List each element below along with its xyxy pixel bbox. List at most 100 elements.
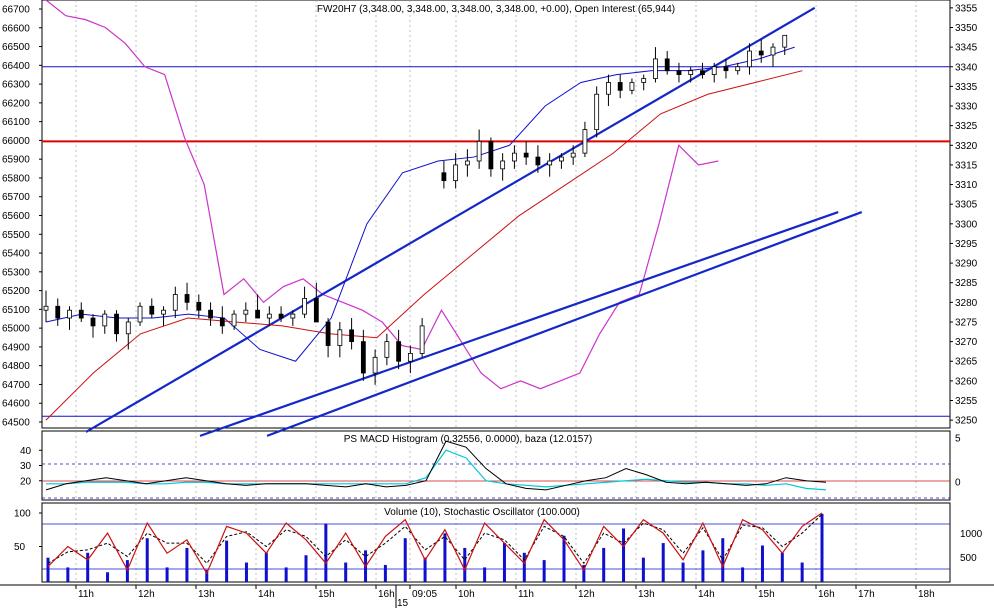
macd-left-tick-label: 30 xyxy=(20,461,32,472)
left-tick-label: 65900 xyxy=(2,155,30,166)
candle-body xyxy=(55,305,61,319)
candle-body xyxy=(313,298,319,323)
candle-body xyxy=(664,58,670,72)
candle-body xyxy=(102,313,108,327)
candle-body xyxy=(278,313,284,319)
left-tick-label: 64500 xyxy=(2,418,30,429)
right-tick-label: 3310 xyxy=(955,180,978,191)
volume-bar xyxy=(820,513,824,582)
x-tick-label: 14h xyxy=(698,589,715,600)
macd-title: PS MACD Histogram (0.32556, 0.0000), baz… xyxy=(344,434,592,445)
left-tick-label: 65500 xyxy=(2,230,30,241)
candle-body xyxy=(407,352,413,362)
candle-body xyxy=(629,82,635,91)
volume-bar xyxy=(483,567,487,582)
volume-bar xyxy=(106,572,110,582)
x-tick-label: 16h xyxy=(818,589,835,600)
right-tick-label: 3250 xyxy=(955,416,978,427)
volume-bar xyxy=(741,567,745,582)
candle-body xyxy=(43,305,49,311)
candle-body xyxy=(90,317,96,327)
trendline-2 xyxy=(199,210,839,437)
candle-body xyxy=(500,160,506,170)
x-tick-label: 10h xyxy=(458,589,475,600)
candle-body xyxy=(594,93,600,130)
volume-bar xyxy=(284,567,288,582)
volume-bar xyxy=(205,569,209,582)
right-tick-label: 3320 xyxy=(955,141,978,152)
candle-body xyxy=(384,341,390,358)
volume-bar xyxy=(780,552,784,582)
left-tick-label: 65200 xyxy=(2,286,30,297)
ma-slow-line xyxy=(45,70,803,421)
candle-body xyxy=(476,140,482,162)
volume-bar xyxy=(800,562,804,582)
left-tick-label: 65400 xyxy=(2,249,30,260)
candle-body xyxy=(747,50,752,68)
trendline-1 xyxy=(85,6,816,433)
candle-body xyxy=(559,156,564,162)
volume-bar xyxy=(602,547,606,582)
x-tick-label: 17h xyxy=(858,589,875,600)
candle-body xyxy=(184,294,190,303)
macd-signal-line xyxy=(46,449,827,491)
volume-bar xyxy=(641,557,645,582)
x-tick-label: 15h xyxy=(758,589,775,600)
volume-bar xyxy=(244,562,248,582)
candle-body xyxy=(243,309,249,315)
candle-body xyxy=(255,309,260,319)
volume-right-tick-label: 500 xyxy=(960,553,977,564)
candle-body xyxy=(700,70,705,76)
volume-bar xyxy=(46,557,50,582)
volume-bar xyxy=(701,550,705,582)
x-tick-label: 11h xyxy=(78,589,94,600)
candle-body xyxy=(396,341,402,362)
x-tick-label: 14h xyxy=(258,589,275,600)
left-tick-label: 65300 xyxy=(2,267,30,278)
candle-body xyxy=(325,321,331,346)
volume-bar xyxy=(344,562,348,582)
right-tick-label: 3290 xyxy=(955,259,978,270)
candle-body xyxy=(67,309,72,319)
stoch-left-tick-label: 100 xyxy=(14,509,31,520)
candle-body xyxy=(231,313,237,327)
volume-bar xyxy=(423,557,427,582)
candle-body xyxy=(770,46,776,56)
candle-body xyxy=(547,160,553,166)
macd-right-tick-label: 5 xyxy=(955,434,961,445)
panel-frame-2 xyxy=(41,430,951,501)
right-tick-label: 3315 xyxy=(955,160,978,171)
candle-body xyxy=(488,140,494,170)
candle-body xyxy=(676,70,682,76)
candle-body xyxy=(349,329,355,343)
candle-body xyxy=(137,305,143,323)
left-tick-label: 66400 xyxy=(2,61,30,72)
right-tick-label: 3260 xyxy=(955,376,978,387)
volume-right-tick-label: 1000 xyxy=(960,529,983,540)
right-tick-label: 3270 xyxy=(955,337,978,348)
panel-frame-1 xyxy=(41,0,951,429)
volume-bar xyxy=(145,538,149,582)
x-tick-label: 09:05 xyxy=(412,589,437,600)
right-tick-label: 3265 xyxy=(955,357,978,368)
candle-body xyxy=(617,82,623,91)
volume-bar xyxy=(502,543,506,582)
volume-bar xyxy=(562,535,566,582)
right-tick-label: 3330 xyxy=(955,102,978,113)
macd-left-tick-label: 20 xyxy=(20,476,32,487)
volume-bar xyxy=(681,562,685,582)
volume-bar xyxy=(165,567,169,582)
right-tick-label: 3295 xyxy=(955,239,978,250)
candle-body xyxy=(161,309,166,315)
candle-body xyxy=(149,305,155,315)
volume-bar xyxy=(324,523,328,582)
price-chart-title: FW20H7 (3,348.00, 3,348.00, 3,348.00, 3,… xyxy=(317,4,675,15)
candle-body xyxy=(653,58,658,79)
candle-body xyxy=(582,129,588,154)
volume-bar xyxy=(383,564,387,582)
left-tick-label: 66100 xyxy=(2,117,30,128)
right-tick-label: 3325 xyxy=(955,121,978,132)
left-tick-label: 64900 xyxy=(2,342,30,353)
left-tick-label: 66000 xyxy=(2,136,30,147)
